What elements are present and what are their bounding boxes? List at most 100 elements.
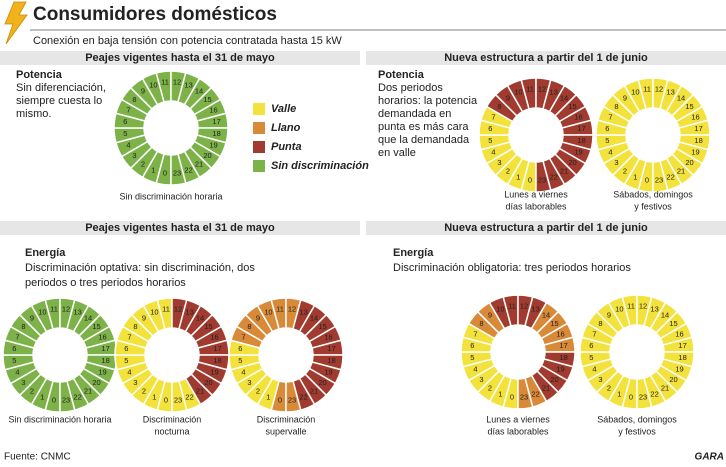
hour-label: 1: [498, 389, 502, 398]
hour-label: 17: [694, 124, 702, 133]
hour-label: 19: [675, 365, 683, 374]
hour-label: 19: [210, 368, 218, 377]
hour-label: 22: [73, 392, 81, 401]
hour-label: 11: [643, 84, 651, 93]
hour-label: 20: [685, 158, 693, 167]
legend-label: Valle: [271, 103, 296, 115]
hour-label: 23: [639, 393, 647, 402]
hour-segment: [285, 380, 302, 413]
hour-label: 3: [132, 151, 136, 160]
hour-label: 8: [614, 102, 618, 111]
hour-label: 7: [491, 112, 495, 121]
hour-label: 12: [655, 84, 663, 93]
hour-label: 2: [488, 383, 492, 392]
section-title: Potencia: [16, 69, 63, 81]
hour-label: 13: [650, 304, 658, 313]
hour-label: 10: [631, 87, 639, 96]
hour-label: 18: [559, 353, 567, 362]
section-text: Discriminación obligatoria: tres periodo…: [393, 262, 631, 274]
hour-label: 6: [488, 124, 492, 133]
hour-label: 13: [185, 307, 193, 316]
hour-label: 6: [605, 124, 609, 133]
legend-label: Sin discriminación: [271, 160, 369, 172]
hour-label: 16: [691, 112, 699, 121]
hour-label: 4: [608, 148, 612, 157]
hour-label: 6: [589, 341, 593, 350]
legend-label: Punta: [271, 141, 302, 153]
hour-label: 17: [327, 344, 335, 353]
hour-label: 11: [627, 301, 635, 310]
hour-label: 7: [592, 329, 596, 338]
hour-label: 4: [127, 368, 131, 377]
hour-label: 11: [276, 304, 284, 313]
hour-label: 21: [196, 386, 204, 395]
hour-label: 12: [639, 301, 647, 310]
hour-label: 11: [50, 304, 58, 313]
hour-label: 22: [185, 392, 193, 401]
legend-swatch: [253, 141, 265, 153]
hour-label: 21: [560, 166, 568, 175]
hour-label: 20: [204, 378, 212, 387]
hour-label: 2: [506, 166, 510, 175]
hour-label: 19: [574, 148, 582, 157]
hour-label: 5: [589, 353, 593, 362]
hour-label: 8: [598, 319, 602, 328]
hour-label: 10: [264, 307, 272, 316]
hour-label: 10: [514, 87, 522, 96]
hour-label: 9: [506, 93, 510, 102]
hour-label: 22: [531, 389, 539, 398]
hour-label: 6: [12, 344, 16, 353]
hour-label: 14: [542, 310, 550, 319]
section-header-bar: [366, 221, 726, 235]
hour-label: 12: [520, 301, 528, 310]
section-text: periodos o tres periodos horarios: [25, 277, 186, 289]
hour-label: 10: [496, 304, 504, 313]
section-text: mismo.: [16, 108, 51, 120]
hour-label: 3: [598, 375, 602, 384]
hour-label: 12: [62, 304, 70, 313]
hour-label: 2: [607, 383, 611, 392]
hour-label: 16: [675, 329, 683, 338]
legend-label: Llano: [271, 122, 301, 134]
hour-label: 16: [98, 332, 106, 341]
hour-label: 9: [623, 93, 627, 102]
hour-label: 8: [247, 322, 251, 331]
clock-caption: días laborables: [487, 426, 549, 436]
clock-caption: días laborables: [505, 201, 567, 211]
hour-label: 12: [174, 304, 182, 313]
hour-label: 23: [173, 169, 181, 178]
hour-label: 23: [288, 396, 296, 405]
hour-label: 15: [203, 95, 211, 104]
hour-label: 16: [210, 332, 218, 341]
clock-caption: Discriminación: [257, 414, 316, 424]
section-title: Energía: [25, 247, 66, 259]
hour-segment: [517, 377, 534, 410]
hour-label: 15: [550, 319, 558, 328]
hour-label: 9: [607, 310, 611, 319]
hour-label: 0: [52, 396, 56, 405]
hour-label: 2: [623, 166, 627, 175]
hour-label: 12: [538, 84, 546, 93]
hour-label: 0: [278, 396, 282, 405]
hour-label: 18: [694, 136, 702, 145]
clock-caption: Sin discriminación horaria: [119, 191, 222, 201]
hour-label: 16: [324, 332, 332, 341]
hour-label: 8: [133, 322, 137, 331]
hour-segment: [170, 153, 187, 186]
clock-caption: Sábados, domingos: [613, 189, 693, 199]
hour-label: 10: [38, 307, 46, 316]
hour-label: 17: [101, 344, 109, 353]
hour-label: 17: [577, 124, 585, 133]
title: Consumidores domésticos: [33, 4, 277, 25]
hour-label: 6: [238, 344, 242, 353]
section-header-bar: [0, 51, 360, 65]
hour-label: 7: [15, 332, 19, 341]
source: Fuente: CNMC: [4, 452, 71, 463]
clock-caption: Lunes a viernes: [504, 189, 568, 199]
hour-label: 3: [21, 378, 25, 387]
hour-label: 6: [123, 117, 127, 126]
hour-label: 13: [549, 87, 557, 96]
clock-caption: y festivos: [634, 201, 672, 211]
hour-label: 0: [645, 176, 649, 185]
section-text: siempre cuesta lo: [16, 95, 102, 107]
